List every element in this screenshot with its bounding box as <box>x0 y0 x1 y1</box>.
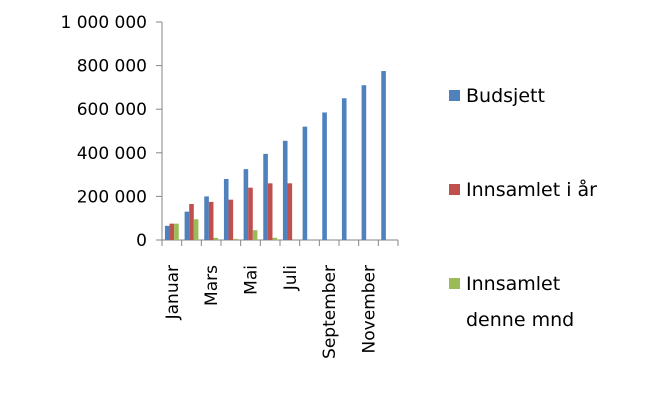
legend: Budsjett Innsamlet i år Innsamlet denne mnd <box>449 85 597 331</box>
bar-budsjett-januar <box>164 225 170 240</box>
bar-innsamlet-i-r-januar <box>169 223 175 240</box>
bar-budsjett-mars <box>204 196 209 240</box>
bar-innsamlet-i-r-april <box>228 199 234 240</box>
x-tick-label: September <box>320 265 340 359</box>
y-tick-label: 0 <box>136 231 147 251</box>
bars <box>164 71 386 240</box>
bar-budsjett-august <box>302 126 308 240</box>
axes <box>156 21 399 246</box>
legend-label: Innsamlet i år <box>466 178 597 201</box>
bar-innsamlet-i-r-mai <box>248 187 253 240</box>
bar-budsjett-april <box>223 178 229 240</box>
bar-budsjett-februar <box>184 211 190 240</box>
bar-innsamlet-denne-mnd-juni <box>272 237 278 240</box>
bar-innsamlet-i-r-juli <box>287 183 293 240</box>
bar-budsjett-juni <box>263 153 268 240</box>
x-tick-label: Juli <box>281 265 301 291</box>
bar-budsjett-desember <box>381 71 386 240</box>
y-tick-label: 400 000 <box>77 144 147 164</box>
x-tick-label: November <box>360 265 380 353</box>
bar-innsamlet-i-r-februar <box>189 204 194 240</box>
x-tick-label: Januar <box>163 265 183 320</box>
x-tick-labels: Januar Mars Mai Juli September November <box>163 265 380 359</box>
legend-label: Budsjett <box>466 85 545 107</box>
bar-budsjett-november <box>361 85 367 240</box>
y-tick-label: 200 000 <box>77 187 147 207</box>
x-tick-label: Mars <box>202 265 222 306</box>
bar-budsjett-september <box>322 112 327 240</box>
legend-swatch <box>449 90 460 101</box>
legend-swatch <box>449 278 460 289</box>
legend-swatch <box>449 184 460 195</box>
bar-innsamlet-denne-mnd-april <box>233 238 238 240</box>
bar-innsamlet-denne-mnd-mars <box>213 237 219 240</box>
bar-innsamlet-denne-mnd-januar <box>174 223 179 240</box>
bar-budsjett-mai <box>243 169 249 240</box>
x-tick-label: Mai <box>242 265 262 295</box>
y-tick-label: 1 000 000 <box>60 13 147 33</box>
bar-budsjett-juli <box>282 140 288 240</box>
bar-innsamlet-denne-mnd-mai <box>252 230 258 240</box>
y-tick-labels: 0 200 000 400 000 600 000 800 000 1 000 000 <box>60 13 147 251</box>
y-tick-label: 800 000 <box>77 57 147 77</box>
bar-innsamlet-i-r-juni <box>267 183 273 240</box>
legend-label: Innsamlet denne mnd <box>466 273 574 331</box>
bar-innsamlet-denne-mnd-februar <box>193 219 199 240</box>
bar-innsamlet-i-r-mars <box>208 201 214 240</box>
y-tick-label: 600 000 <box>77 100 147 120</box>
bar-budsjett-oktober <box>341 98 347 240</box>
